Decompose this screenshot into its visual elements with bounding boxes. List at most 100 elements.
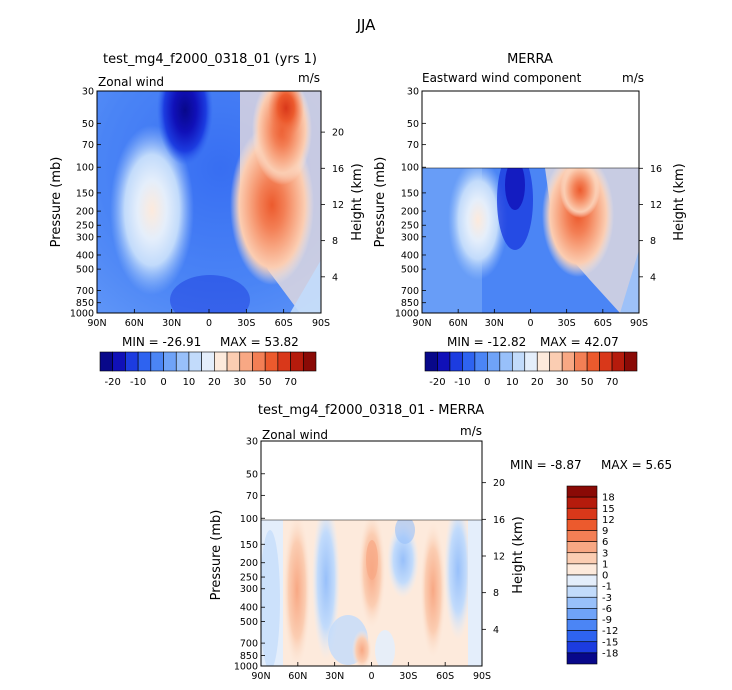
- colorbar-swatch: [549, 351, 563, 372]
- figure-title: JJA: [356, 16, 377, 34]
- x-tick-label: 30N: [325, 671, 344, 682]
- x-tick-label: 60N: [449, 318, 468, 329]
- y-tick-label: 150: [401, 188, 419, 199]
- colorbar-label: -6: [602, 604, 612, 615]
- colorbar-swatch: [611, 351, 625, 372]
- x-axis: 90N 60N 30N 0 30S 60S 90S: [412, 309, 648, 329]
- colorbar-swatch: [99, 351, 114, 372]
- colorbar-swatch: [226, 351, 241, 372]
- y-axis-label: Pressure (mb): [209, 510, 224, 601]
- colorbar-swatch: [566, 507, 598, 520]
- x-tick-label: 60S: [275, 318, 293, 329]
- y-tick-label: 300: [401, 232, 419, 243]
- y2-tick-label: 4: [332, 272, 338, 283]
- colorbar-swatch: [239, 351, 253, 372]
- y2-tick-label: 12: [493, 552, 505, 563]
- x-tick-label: 30N: [162, 318, 181, 329]
- colorbar-swatch: [290, 351, 304, 372]
- y-tick-label: 850: [240, 651, 258, 662]
- x-tick-label: 90N: [87, 318, 106, 329]
- y-tick-label: 30: [246, 437, 258, 448]
- colorbar-swatch: [252, 351, 266, 372]
- y2-tick-label: 4: [650, 272, 656, 283]
- colorbar-swatch: [449, 351, 463, 372]
- y-tick-label: 70: [246, 491, 258, 502]
- x-tick-label: 30S: [558, 318, 576, 329]
- colorbar-swatch: [566, 574, 598, 587]
- panel-model: test_mg4_f2000_0318_01 (yrs 1) Zonal win…: [49, 52, 365, 349]
- colorbar-swatch: [536, 351, 551, 372]
- colorbar-label: -18: [602, 648, 618, 659]
- colorbar-label: 50: [259, 377, 272, 388]
- colorbar-label: 70: [284, 377, 297, 388]
- x-tick-label: 30N: [485, 318, 504, 329]
- y2-tick-label: 4: [493, 625, 499, 636]
- colorbar-label: -20: [429, 377, 445, 388]
- max-value: MAX = 5.65: [601, 458, 672, 472]
- colorbar-merra: -20 -10 0 10 20 30 50 70: [424, 351, 638, 388]
- y-tick-label: 50: [246, 469, 258, 480]
- colorbar-swatch: [566, 485, 598, 498]
- colorbar-swatch: [511, 351, 526, 372]
- colorbar-label: -12: [602, 626, 618, 637]
- colorbar-swatch: [624, 351, 638, 372]
- contour-field: [422, 168, 639, 313]
- colorbar-swatch: [586, 351, 600, 372]
- y-tick-label: 700: [240, 639, 258, 650]
- colorbar-swatch: [599, 351, 613, 372]
- colorbar-swatch: [150, 351, 164, 372]
- y-tick-label: 50: [407, 119, 419, 130]
- y-tick-label: 30: [407, 87, 419, 98]
- x-tick-label: 60N: [288, 671, 307, 682]
- colorbar-swatch: [566, 641, 598, 654]
- panel-title: MERRA: [507, 52, 553, 67]
- y-tick-label: 700: [76, 286, 94, 297]
- y-tick-label: 100: [401, 163, 419, 174]
- y2-tick-label: 8: [650, 236, 656, 247]
- y-tick-label: 200: [240, 558, 258, 569]
- y2-tick-label: 16: [332, 164, 344, 175]
- y-tick-label: 50: [82, 119, 94, 130]
- y2-axis-label: Height (km): [672, 163, 687, 240]
- colorbar-label: 20: [208, 377, 221, 388]
- y2-tick-label: 16: [493, 515, 505, 526]
- y2-axis-label: Height (km): [350, 163, 365, 240]
- y-tick-label: 1000: [234, 662, 258, 673]
- y-axis-right: 20 16 12 8 4: [321, 128, 344, 283]
- colorbar-swatch: [566, 496, 598, 509]
- colorbar-swatch: [524, 351, 538, 372]
- colorbar-label: 12: [602, 515, 615, 526]
- y-tick-label: 250: [240, 573, 258, 584]
- min-value: MIN = -12.82: [447, 335, 526, 349]
- colorbar-swatch: [214, 351, 228, 372]
- colorbar-label: -9: [602, 615, 612, 626]
- y-tick-label: 250: [401, 221, 419, 232]
- colorbar-swatch: [566, 608, 598, 620]
- y-axis-label: Pressure (mb): [373, 157, 388, 248]
- colorbar-swatch: [302, 351, 317, 372]
- x-tick-label: 0: [527, 318, 533, 329]
- panel-title: test_mg4_f2000_0318_01 - MERRA: [258, 403, 484, 418]
- x-tick-label: 0: [206, 318, 212, 329]
- max-value: MAX = 53.82: [220, 335, 299, 349]
- y-tick-label: 150: [76, 188, 94, 199]
- y-tick-label: 200: [76, 207, 94, 218]
- colorbar-swatch: [163, 351, 177, 372]
- colorbar-label: 18: [602, 493, 615, 504]
- y2-tick-label: 8: [493, 588, 499, 599]
- colorbar-swatch: [188, 351, 202, 372]
- colorbar-swatch: [487, 351, 501, 372]
- colorbar-swatch: [424, 351, 438, 372]
- y-tick-label: 850: [401, 298, 419, 309]
- colorbar-swatch: [277, 351, 291, 372]
- x-tick-label: 90N: [251, 671, 270, 682]
- y2-tick-label: 20: [493, 478, 505, 489]
- y2-tick-label: 12: [332, 200, 344, 211]
- panel-title: test_mg4_f2000_0318_01 (yrs 1): [103, 52, 317, 67]
- x-axis: 90N 60N 30N 0 30S 60S 90S: [87, 309, 330, 329]
- y-tick-label: 70: [407, 140, 419, 151]
